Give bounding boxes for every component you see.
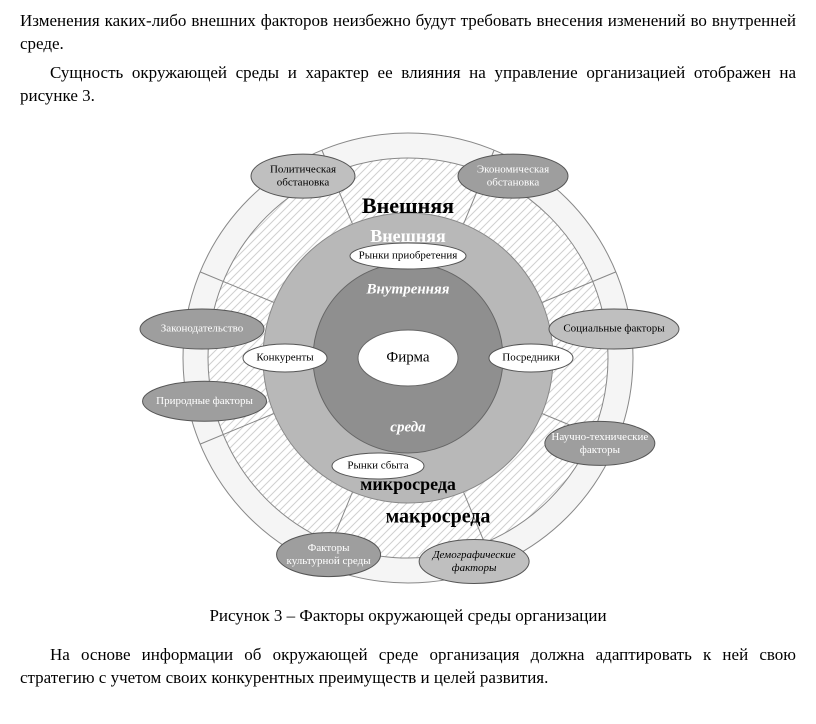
svg-text:Природные факторы: Природные факторы — [156, 395, 253, 407]
environment-diagram: ПолитическаяобстановкаЭкономическаяобста… — [128, 118, 688, 598]
svg-text:обстановка: обстановка — [277, 176, 330, 188]
svg-text:Рынки сбыта: Рынки сбыта — [347, 459, 408, 471]
svg-text:факторы: факторы — [452, 562, 497, 574]
ring-label-inner_top: Внутренняя — [366, 281, 450, 297]
svg-text:обстановка: обстановка — [487, 176, 540, 188]
ring-label-center: Фирма — [386, 349, 430, 365]
svg-text:Демографические: Демографические — [432, 549, 516, 561]
diagram-container: ПолитическаяобстановкаЭкономическаяобста… — [128, 118, 688, 598]
svg-text:Посредники: Посредники — [502, 351, 560, 363]
svg-text:факторы: факторы — [580, 444, 621, 456]
svg-text:Научно-технические: Научно-технические — [551, 431, 648, 443]
ring-label-inner_bot: среда — [390, 419, 426, 435]
ring-label-micro_top: Внешняя — [370, 226, 446, 246]
ring-label-outer_top: Внешняя — [362, 193, 454, 218]
svg-text:Законодательство: Законодательство — [161, 322, 244, 334]
svg-text:Факторы: Факторы — [308, 542, 350, 554]
paragraph-1: Изменения каких-либо внешних факторов не… — [20, 10, 796, 56]
figure-caption: Рисунок 3 – Факторы окружающей среды орг… — [20, 606, 796, 626]
paragraph-2: Сущность окружающей среды и характер ее … — [20, 62, 796, 108]
svg-text:Социальные факторы: Социальные факторы — [563, 322, 665, 334]
ring-label-micro_bot: микросреда — [360, 474, 456, 494]
svg-text:Конкуренты: Конкуренты — [256, 351, 314, 363]
svg-text:культурной среды: культурной среды — [287, 555, 372, 567]
ring-label-outer_bot: макросреда — [386, 505, 491, 527]
svg-text:Экономическая: Экономическая — [477, 163, 549, 175]
svg-text:Политическая: Политическая — [270, 163, 336, 175]
svg-text:Рынки приобретения: Рынки приобретения — [359, 249, 458, 261]
paragraph-3: На основе информации об окружающей среде… — [20, 644, 796, 690]
